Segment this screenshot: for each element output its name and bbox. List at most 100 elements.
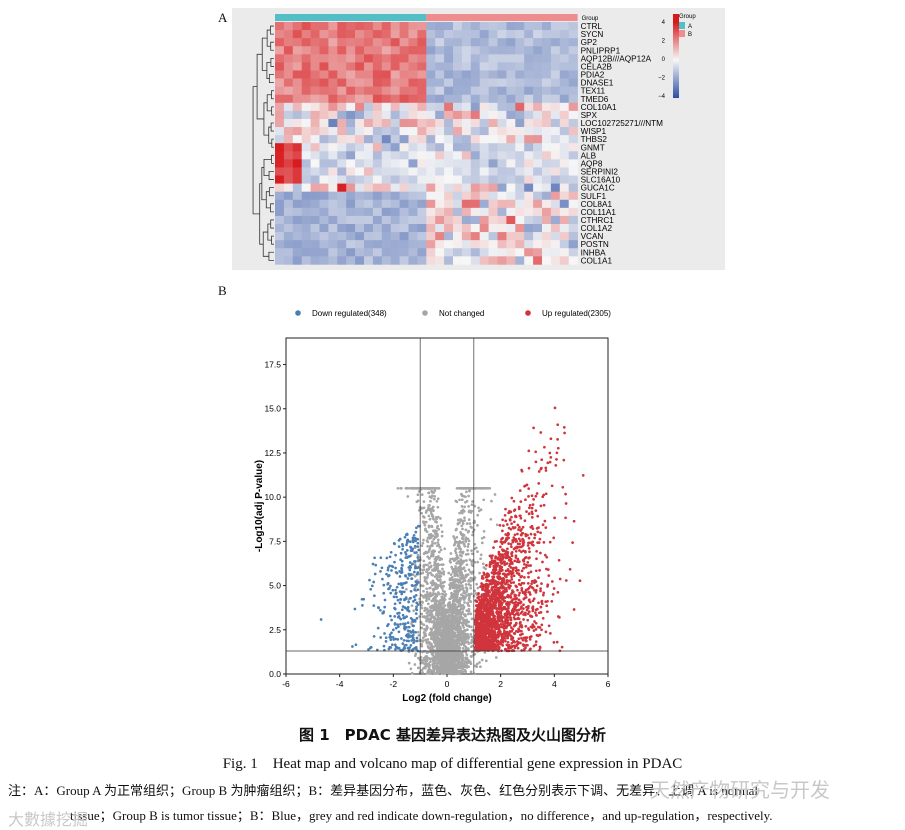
point-down-regulated [396,598,400,602]
point-not-changed [440,643,444,647]
heatmap-cell [310,215,320,225]
heatmap-cell [319,38,329,47]
point-down-regulated [382,591,386,595]
point-not-changed [466,549,469,552]
heatmap-cell [372,207,383,217]
heatmap-cell [470,94,480,104]
point-not-changed [454,547,458,551]
heatmap-cell [506,248,516,257]
point-not-changed [434,582,438,586]
heatmap-cell [550,159,561,168]
heatmap-cell [506,199,516,209]
point-down-regulated [401,586,405,590]
point-not-changed [478,571,481,575]
heatmap-cell [506,54,516,63]
point-down-regulated [415,639,419,643]
heatmap-cell [301,151,311,160]
heatmap-cell [319,118,329,128]
heatmap-cell [346,78,356,87]
dendrogram-branch [268,74,274,83]
heatmap-cell [328,94,338,104]
heatmap-cell [283,199,294,209]
point-up-regulated [521,525,525,529]
point-not-changed [428,620,431,624]
heatmap-cell [568,199,578,209]
heatmap-cell [319,54,329,63]
heatmap-cell [399,135,409,144]
point-not-changed [444,638,448,641]
heatmap-cell [310,183,320,192]
point-down-regulated [406,646,410,650]
point-not-changed [422,559,426,563]
point-not-changed [456,518,460,522]
point-up-regulated [539,587,542,590]
heatmap-cell [292,78,302,87]
point-not-changed [450,576,454,579]
dendrogram-branch [256,53,264,120]
heatmap-cell [533,22,543,31]
heatmap-cell [328,215,338,225]
heatmap-cell [275,135,285,144]
point-not-changed [464,574,468,578]
heatmap-cell [453,118,463,128]
point-not-changed [480,658,484,662]
heatmap-cell [355,22,365,31]
heatmap-cell [408,135,418,144]
heatmap-cell [524,232,534,241]
point-not-changed [462,566,466,570]
heatmap-cell [515,183,525,192]
point-not-changed [454,568,458,572]
heatmap-cell [470,191,480,201]
point-not-changed [434,605,437,609]
point-up-regulated [529,532,533,536]
heatmap-cell [444,22,454,31]
heatmap-cell [533,215,543,225]
point-not-changed [435,593,438,597]
heatmap-cell [533,110,543,120]
heatmap-cell [488,143,498,152]
heatmap-cell [399,102,409,112]
point-not-changed [425,509,428,513]
heatmap-cell [479,118,489,128]
point-not-changed [443,622,447,626]
point-down-regulated [394,588,397,592]
heatmap-cell [453,207,463,217]
heatmap-cell [328,151,338,160]
heatmap-cell [497,110,507,120]
point-down-regulated [408,574,411,577]
point-not-changed [436,661,440,664]
heatmap-cell [568,143,578,152]
heatmap-cell [470,207,480,217]
point-not-changed [426,638,430,641]
heatmap-cell [337,135,347,144]
heatmap-cell [346,240,356,249]
heatmap-cell [550,70,561,79]
heatmap-cell [524,46,534,55]
point-up-regulated [554,464,558,467]
heatmap-cell [346,143,356,152]
point-down-regulated [381,577,384,581]
point-not-changed [437,603,441,606]
point-not-changed [434,559,438,563]
point-not-changed [431,665,435,668]
heatmap-cell [453,30,463,39]
heatmap-cell [479,22,489,31]
heatmap-cell [542,94,552,104]
point-not-changed [461,551,464,555]
point-not-changed [434,584,437,588]
heatmap-cell [355,78,365,87]
heatmap-cell [328,54,338,63]
heatmap-cell [426,127,436,136]
point-not-changed [474,546,478,550]
gene-label: COL1A1 [581,256,613,265]
heatmap-cell [550,175,561,184]
heatmap-cell [355,62,365,71]
point-not-changed [462,486,466,490]
heatmap-cell [319,30,329,39]
heatmap-cell [524,110,534,120]
point-not-changed [420,612,424,616]
heatmap-cell [381,54,391,63]
heatmap-cell [515,54,525,63]
point-down-regulated [413,560,416,563]
point-not-changed [458,550,462,554]
